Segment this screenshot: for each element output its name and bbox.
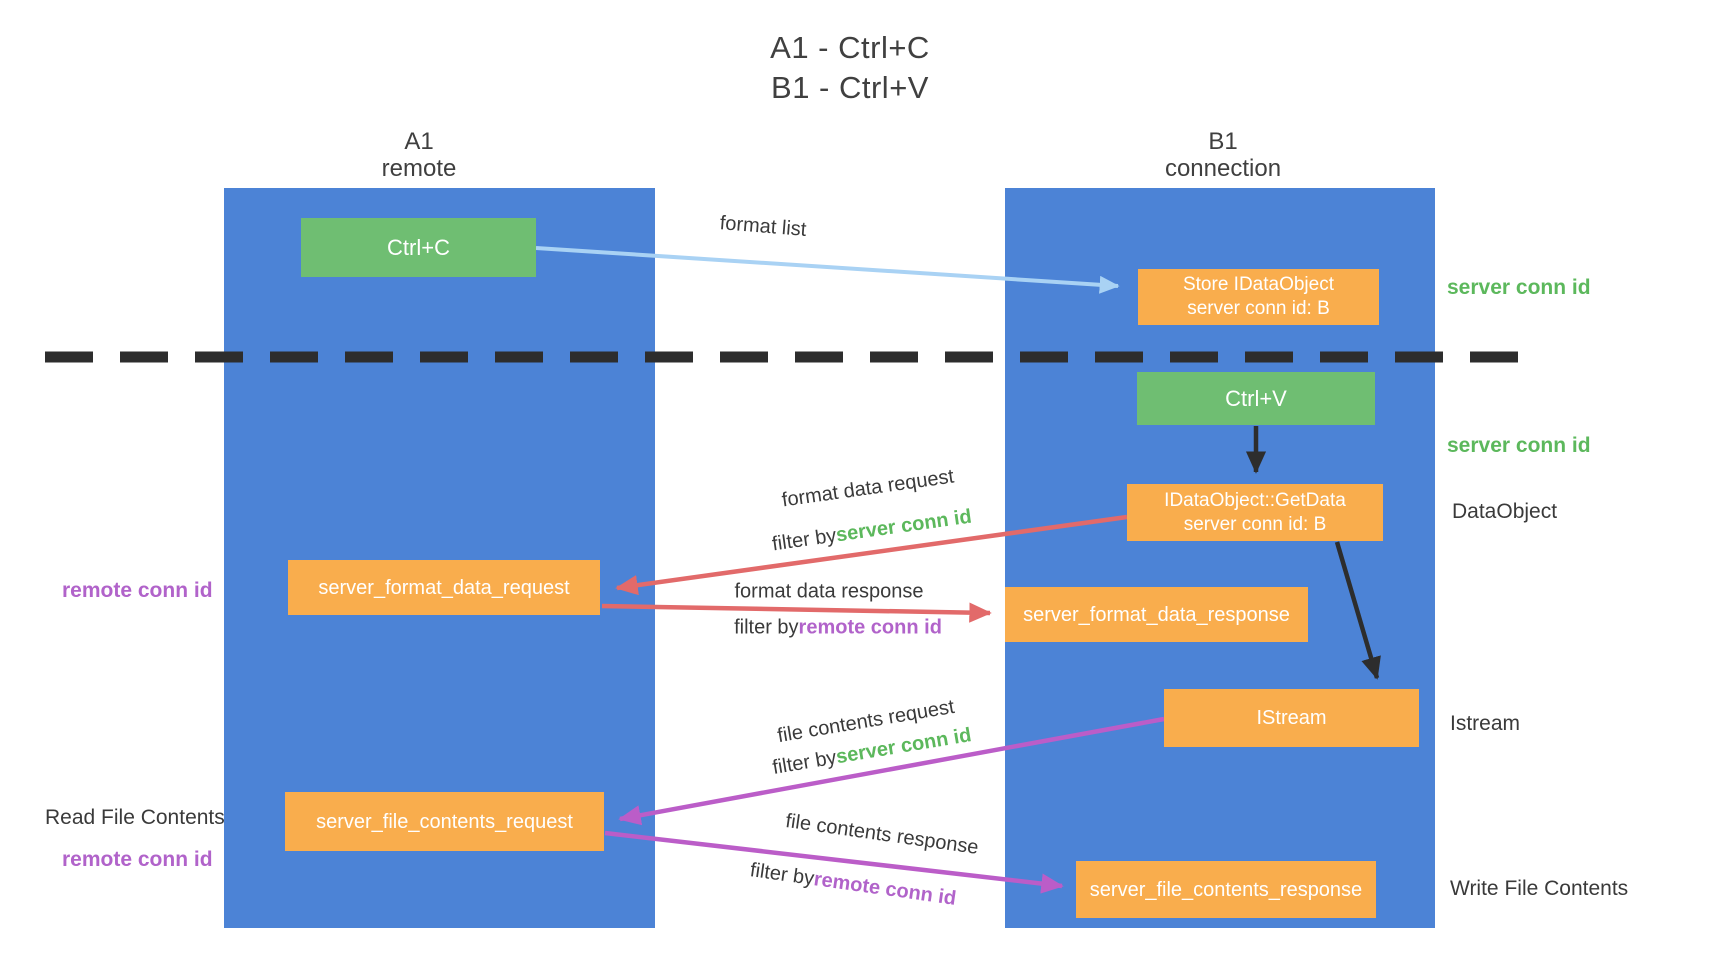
side-label-server-conn-id-1: server conn id <box>1447 276 1591 299</box>
lane-left-role: remote <box>381 155 457 182</box>
side-label-dataobject: DataObject <box>1452 500 1558 523</box>
file-request-label: server_file_contents_request <box>316 810 573 833</box>
side-label-istream: Istream <box>1450 712 1521 735</box>
title-line-1: A1 - Ctrl+C <box>770 30 930 65</box>
lane-right-role: connection <box>1164 155 1282 182</box>
side-label-write-file-contents: Write File Contents <box>1450 877 1629 900</box>
filter-by-text-1: filter by <box>770 524 838 556</box>
node-store-idataobject: Store IDataObject server conn id: B <box>1138 269 1379 325</box>
node-server-format-data-response: server_format_data_response <box>1005 587 1308 642</box>
side-label-server-conn-id-2: server conn id <box>1447 434 1591 457</box>
side-label-remote-conn-id-1: remote conn id <box>62 579 213 602</box>
getdata-line-1: IDataObject::GetData <box>1164 489 1346 511</box>
node-ctrl-v-label: Ctrl+V <box>1225 385 1287 411</box>
format-response-label: server_format_data_response <box>1023 603 1290 626</box>
edge-label-file-contents-response: file contents response <box>784 810 980 859</box>
node-istream: IStream <box>1164 689 1419 747</box>
format-request-label: server_format_data_request <box>318 576 570 599</box>
lane-header-left: A1 remote <box>269 128 569 182</box>
file-response-label: server_file_contents_response <box>1089 878 1363 901</box>
store-line-2: server conn id: B <box>1187 298 1330 319</box>
edge-label-filter-by-remote-conn-id-2: filter byremote conn id <box>748 859 958 911</box>
node-server-format-data-request: server_format_data_request <box>288 560 600 615</box>
diagram-title: A1 - Ctrl+C B1 - Ctrl+V <box>600 28 1100 108</box>
lane-header-right: B1 connection <box>1073 128 1373 182</box>
remote-conn-id-inline-2: remote conn id <box>812 868 958 910</box>
node-idataobject-getdata: IDataObject::GetData server conn id: B <box>1127 484 1383 541</box>
title-line-2: B1 - Ctrl+V <box>771 70 929 105</box>
node-server-file-contents-request: server_file_contents_request <box>285 792 604 851</box>
remote-conn-id-inline-1: remote conn id <box>798 616 942 639</box>
filter-by-text-3: filter by <box>770 746 839 779</box>
side-label-remote-conn-id-2: remote conn id <box>62 848 213 871</box>
edge-label-filter-by-remote-conn-id-1: filter byremote conn id <box>734 617 942 640</box>
edge-label-format-list: format list <box>718 212 808 241</box>
node-ctrl-c-label: Ctrl+C <box>387 234 450 260</box>
getdata-line-2: server conn id: B <box>1183 513 1327 535</box>
edge-format-data-response <box>601 602 992 623</box>
node-server-file-contents-response: server_file_contents_response <box>1076 861 1376 918</box>
node-ctrl-v: Ctrl+V <box>1137 372 1375 425</box>
filter-by-text-4: filter by <box>748 859 816 890</box>
server-conn-id-inline-1: server conn id <box>834 505 974 547</box>
lane-left-id: A1 <box>404 128 434 155</box>
istream-box-label: IStream <box>1256 707 1327 729</box>
side-label-read-file-contents: Read File Contents <box>45 806 225 829</box>
lane-right-id: B1 <box>1208 128 1238 155</box>
edge-label-filter-by-server-conn-id-1: filter byserver conn id <box>771 506 973 557</box>
node-ctrl-c: Ctrl+C <box>301 218 536 277</box>
edge-label-format-data-response: format data response <box>734 580 924 603</box>
edge-label-format-data-request: format data request <box>780 465 956 512</box>
filter-by-text-2: filter by <box>734 616 799 639</box>
store-line-1: Store IDataObject <box>1182 274 1335 295</box>
